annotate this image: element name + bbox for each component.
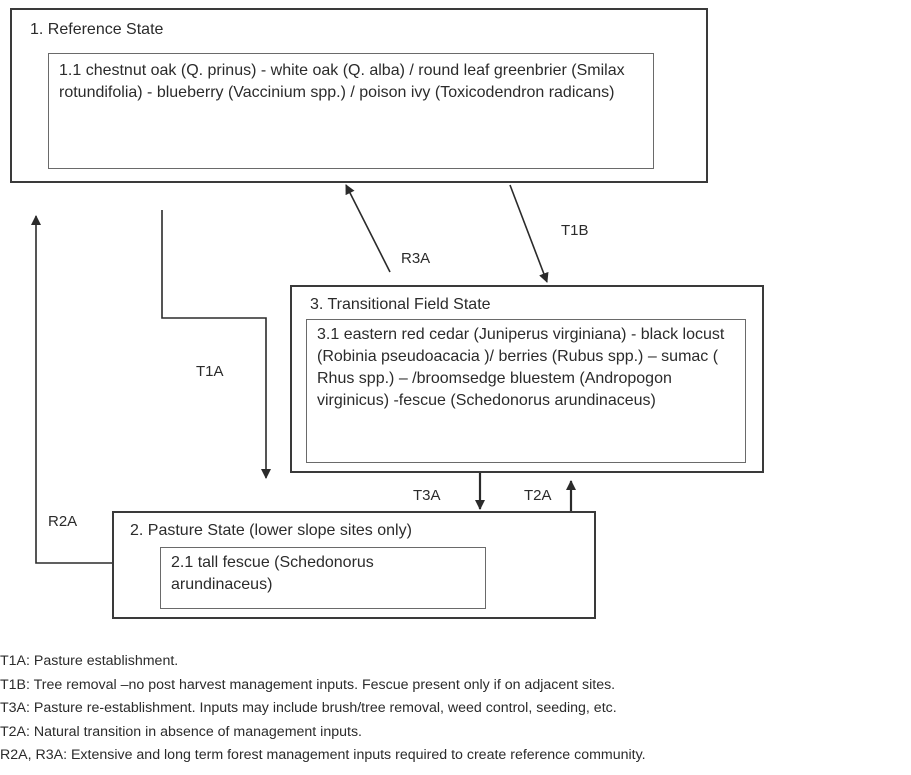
pasture-community: 2.1 tall fescue (Schedonorus arundinaceu… [160,547,486,609]
pasture-state-box: 2. Pasture State (lower slope sites only… [112,511,596,619]
legend-item-t2a: T2A: Natural transition in absence of ma… [0,723,362,740]
label-r3a: R3A [401,250,431,267]
label-t3a: T3A [413,487,441,504]
pasture-state-title: 2. Pasture State (lower slope sites only… [130,522,412,539]
reference-community: 1.1 chestnut oak (Q. prinus) - white oak… [48,53,654,169]
label-t1b: T1B [561,222,589,239]
legend-item-t1b: T1B: Tree removal –no post harvest manag… [0,676,616,693]
legend-item-t1a: T1A: Pasture establishment. [0,653,179,669]
transitional-community: 3.1 eastern red cedar (Juniperus virgini… [306,319,746,463]
legend-item-r2a-r3a: R2A, R3A: Extensive and long term forest… [0,747,646,763]
label-t2a: T2A [524,487,552,504]
transitional-state-title: 3. Transitional Field State [310,296,491,313]
reference-state-title: 1. Reference State [30,21,164,38]
arrow-t1b [509,184,549,283]
transitional-state-box: 3. Transitional Field State 3.1 eastern … [290,285,764,473]
reference-state-box: 1. Reference State 1.1 chestnut oak (Q. … [10,8,708,183]
arrow-r2a [31,215,112,564]
legend-item-t3a: T3A: Pasture re-establishment. Inputs ma… [0,700,617,716]
label-t1a: T1A [196,363,224,380]
arrow-r3a [345,184,391,273]
transition-legend: T1A: Pasture establishment. T1B: Tree re… [0,650,911,768]
arrow-t1a [161,210,271,479]
label-r2a: R2A [48,513,78,530]
